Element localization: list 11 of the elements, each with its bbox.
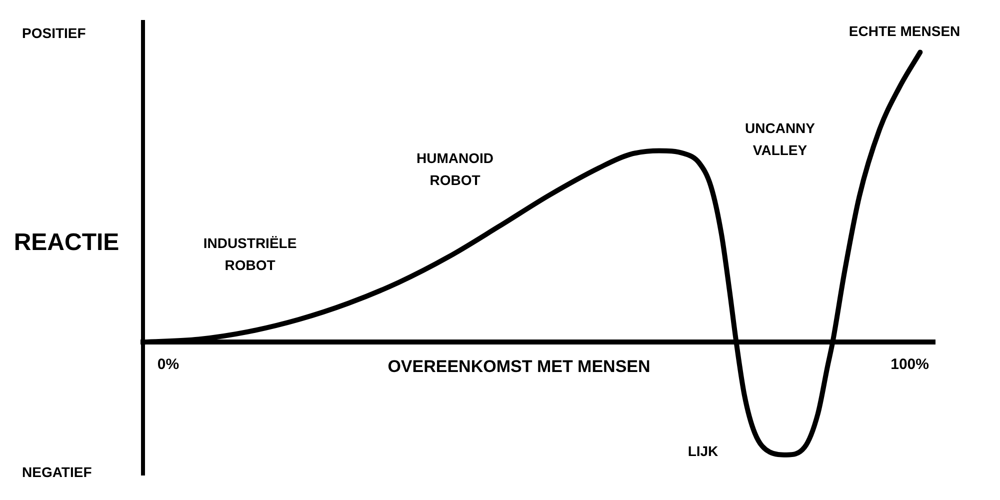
annotation: INDUSTRIËLE ROBOT [203,234,297,273]
text: POSITIEF [22,24,86,41]
text: NEGATIEF [22,464,92,480]
x-tick-label: 0% [157,356,180,374]
x-axis-title: OVEREENKOMST MET MENSEN [388,356,650,376]
annotation: ECHTE MENSEN [848,23,960,40]
annotation: HUMANOID ROBOT [416,150,494,188]
x-tick-label: 100% [890,356,929,374]
y-axis-title: REACTIE [14,229,120,256]
annotation: UNCANNY VALLEY [745,120,816,158]
annotation: LIJK [688,442,718,459]
